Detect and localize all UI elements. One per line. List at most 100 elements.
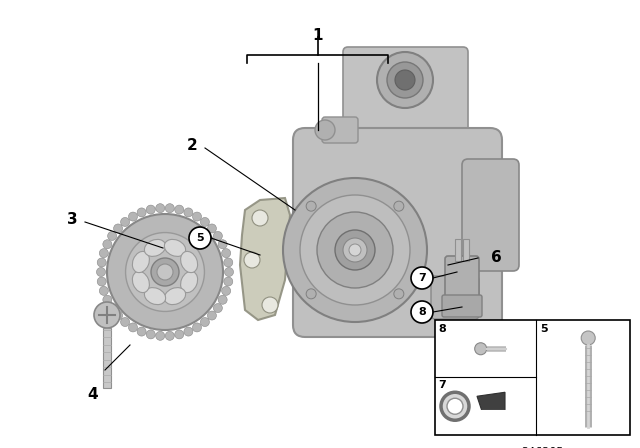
- FancyBboxPatch shape: [462, 159, 519, 271]
- Circle shape: [387, 62, 423, 98]
- Circle shape: [218, 240, 227, 249]
- Text: 2: 2: [188, 138, 198, 152]
- Circle shape: [113, 224, 123, 233]
- FancyBboxPatch shape: [343, 47, 468, 157]
- Circle shape: [137, 208, 146, 217]
- Circle shape: [113, 311, 123, 320]
- Text: 4: 4: [88, 387, 99, 402]
- Circle shape: [147, 205, 156, 214]
- Circle shape: [156, 332, 164, 340]
- Circle shape: [147, 330, 156, 339]
- Circle shape: [224, 258, 233, 267]
- Bar: [435, 320, 630, 435]
- Circle shape: [189, 227, 211, 249]
- Circle shape: [349, 244, 361, 256]
- Circle shape: [343, 238, 367, 262]
- Circle shape: [129, 212, 138, 221]
- Circle shape: [137, 327, 146, 336]
- Circle shape: [283, 178, 427, 322]
- Circle shape: [184, 208, 193, 217]
- Text: 8: 8: [418, 307, 426, 317]
- Text: 7: 7: [418, 273, 426, 283]
- Circle shape: [129, 323, 138, 332]
- Circle shape: [377, 52, 433, 108]
- Text: 8: 8: [438, 324, 445, 334]
- Circle shape: [193, 212, 202, 221]
- Text: 5: 5: [196, 233, 204, 243]
- FancyBboxPatch shape: [442, 295, 482, 317]
- Circle shape: [394, 289, 404, 299]
- Circle shape: [103, 240, 112, 249]
- Ellipse shape: [132, 271, 149, 293]
- FancyBboxPatch shape: [445, 256, 479, 302]
- Circle shape: [262, 297, 278, 313]
- Ellipse shape: [164, 288, 186, 305]
- Text: 6: 6: [491, 250, 502, 266]
- Circle shape: [108, 232, 116, 241]
- Circle shape: [97, 267, 106, 276]
- Polygon shape: [240, 198, 290, 320]
- Circle shape: [475, 343, 486, 355]
- Circle shape: [97, 277, 106, 286]
- Ellipse shape: [180, 251, 198, 273]
- Circle shape: [165, 204, 174, 213]
- Text: 246205: 246205: [522, 447, 564, 448]
- Circle shape: [99, 249, 108, 258]
- Circle shape: [175, 330, 184, 339]
- Bar: [103, 328, 111, 388]
- Polygon shape: [477, 392, 505, 411]
- FancyBboxPatch shape: [322, 117, 358, 143]
- Circle shape: [151, 258, 179, 286]
- Circle shape: [193, 323, 202, 332]
- Ellipse shape: [164, 239, 186, 256]
- Circle shape: [175, 205, 184, 214]
- Circle shape: [221, 249, 230, 258]
- Ellipse shape: [145, 239, 166, 256]
- Ellipse shape: [145, 288, 166, 305]
- Text: 1: 1: [313, 28, 323, 43]
- Bar: [463, 239, 469, 261]
- Circle shape: [441, 392, 469, 420]
- Circle shape: [108, 304, 116, 313]
- Circle shape: [221, 286, 230, 295]
- Circle shape: [120, 318, 129, 327]
- Circle shape: [120, 217, 129, 226]
- Circle shape: [411, 301, 433, 323]
- Circle shape: [207, 311, 216, 320]
- Circle shape: [156, 204, 164, 213]
- Circle shape: [581, 331, 595, 345]
- Circle shape: [411, 267, 433, 289]
- Text: 7: 7: [438, 380, 445, 391]
- Circle shape: [306, 201, 316, 211]
- Circle shape: [244, 252, 260, 268]
- Circle shape: [225, 267, 234, 276]
- Circle shape: [395, 70, 415, 90]
- Text: 5: 5: [540, 324, 548, 334]
- Circle shape: [207, 224, 216, 233]
- Circle shape: [107, 214, 223, 330]
- Circle shape: [394, 201, 404, 211]
- Ellipse shape: [132, 251, 149, 273]
- Text: 3: 3: [67, 212, 78, 228]
- Circle shape: [103, 295, 112, 304]
- Circle shape: [200, 217, 209, 226]
- Circle shape: [315, 120, 335, 140]
- Circle shape: [218, 295, 227, 304]
- Circle shape: [200, 318, 209, 327]
- Circle shape: [94, 302, 120, 328]
- Circle shape: [157, 264, 173, 280]
- FancyBboxPatch shape: [293, 128, 502, 337]
- Bar: [455, 239, 461, 261]
- FancyBboxPatch shape: [431, 276, 479, 319]
- Circle shape: [447, 398, 463, 414]
- Circle shape: [165, 332, 174, 340]
- Circle shape: [213, 232, 222, 241]
- Circle shape: [252, 210, 268, 226]
- Circle shape: [97, 258, 106, 267]
- Circle shape: [125, 233, 204, 311]
- Circle shape: [317, 212, 393, 288]
- Circle shape: [335, 230, 375, 270]
- Circle shape: [213, 304, 222, 313]
- Ellipse shape: [180, 271, 198, 293]
- Circle shape: [99, 286, 108, 295]
